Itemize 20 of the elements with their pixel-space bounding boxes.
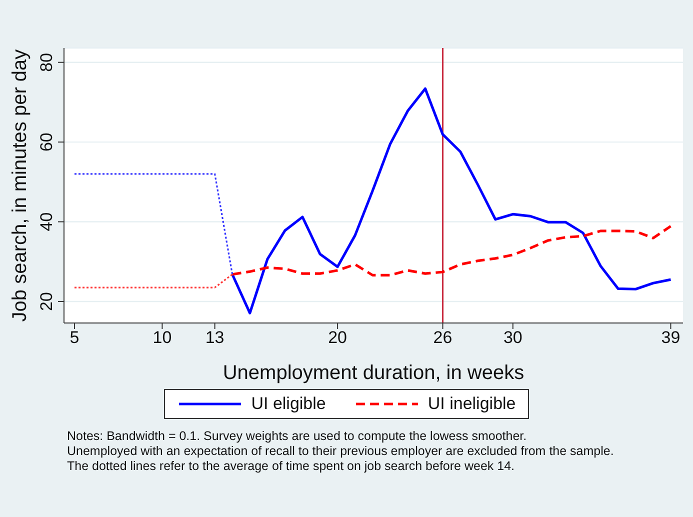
text: The dotted lines refer to the average of time spent on job search before week 14. [67, 459, 516, 474]
x-tick-label: 26 [433, 328, 452, 348]
line-series [231, 224, 672, 276]
x-tick-label: 5 [70, 328, 80, 348]
y-tick-label: 80 [37, 52, 56, 72]
x-tick-label: 20 [328, 328, 348, 348]
text: Notes: Bandwidth = 0.1. Survey weights are used to compute the lowess smoother. [67, 429, 528, 444]
y-tick-label: 60 [37, 132, 56, 152]
x-tick-label: 13 [205, 328, 224, 348]
y-tick-label: 40 [37, 212, 56, 232]
x-axis-title: Unemployment duration, in weeks [222, 362, 524, 384]
x-tick-label: 10 [152, 328, 172, 348]
line-series [231, 87, 672, 314]
y-axis-title: Job search, in minutes per day [9, 49, 31, 322]
y-tick-label: 20 [37, 292, 56, 311]
legend-label: UI eligible [251, 394, 326, 414]
x-tick-label: 30 [503, 328, 522, 348]
text: Unemployed with an expectation of recall to their previous employer are excluded from the sample. [67, 444, 615, 459]
x-tick-label: 39 [661, 328, 680, 348]
legend-label: UI ineligible [428, 394, 516, 414]
